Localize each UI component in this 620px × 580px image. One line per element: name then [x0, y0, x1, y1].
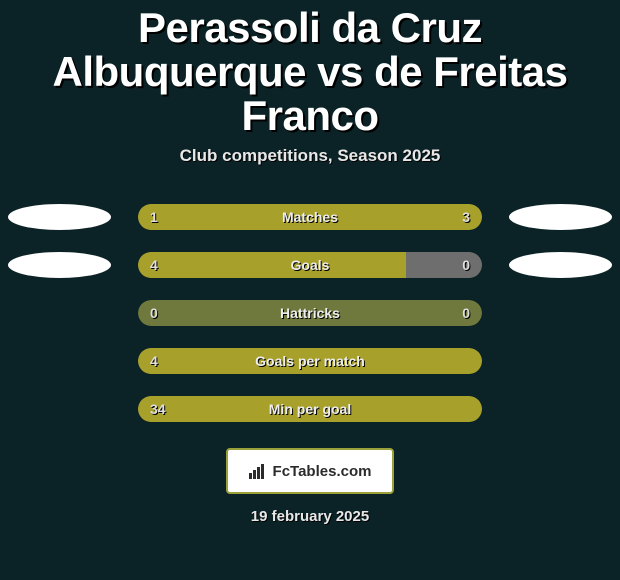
stats-area: 1Matches34Goals00Hattricks04Goals per ma… [0, 204, 620, 422]
stat-value-right: 0 [450, 257, 482, 273]
stat-label: Goals per match [255, 353, 365, 369]
stat-bar: 4 Goals 0 [138, 252, 482, 278]
stat-bar: 34 Min per goal [138, 396, 482, 422]
stat-label: Hattricks [280, 305, 340, 321]
brand-badge: FcTables.com [226, 448, 394, 494]
stat-value-right: 0 [450, 305, 482, 321]
player-badge-left [8, 252, 111, 278]
stat-row: 4 Goals 0 [0, 252, 620, 278]
stat-label: Min per goal [269, 401, 351, 417]
stat-label: Matches [282, 209, 338, 225]
page-subtitle: Club competitions, Season 2025 [0, 146, 620, 166]
stat-label: Goals [291, 257, 330, 273]
brand-text: FcTables.com [273, 463, 372, 480]
page-title: Perassoli da Cruz Albuquerque vs de Frei… [0, 0, 620, 138]
stat-row: 34 Min per goal [0, 396, 620, 422]
stat-value-left: 1 [138, 209, 170, 225]
stat-bar: 1 Matches 3 [138, 204, 482, 230]
stat-value-left: 34 [138, 401, 178, 417]
bar-chart-icon [249, 463, 267, 479]
stat-row: 4 Goals per match [0, 348, 620, 374]
stat-bar: 4 Goals per match [138, 348, 482, 374]
bar-fill-right [224, 204, 482, 230]
footer-date: 19 february 2025 [0, 508, 620, 525]
stat-value-left: 4 [138, 257, 170, 273]
stat-value-left: 0 [138, 305, 170, 321]
comparison-card: Perassoli da Cruz Albuquerque vs de Frei… [0, 0, 620, 580]
player-badge-left [8, 204, 111, 230]
stat-row: 0 Hattricks 0 [0, 300, 620, 326]
stat-row: 1 Matches 3 [0, 204, 620, 230]
stat-bar: 0 Hattricks 0 [138, 300, 482, 326]
stat-value-left: 4 [138, 353, 170, 369]
player-badge-right [509, 252, 612, 278]
stat-value-right: 3 [450, 209, 482, 225]
player-badge-right [509, 204, 612, 230]
bar-fill-left [138, 252, 406, 278]
